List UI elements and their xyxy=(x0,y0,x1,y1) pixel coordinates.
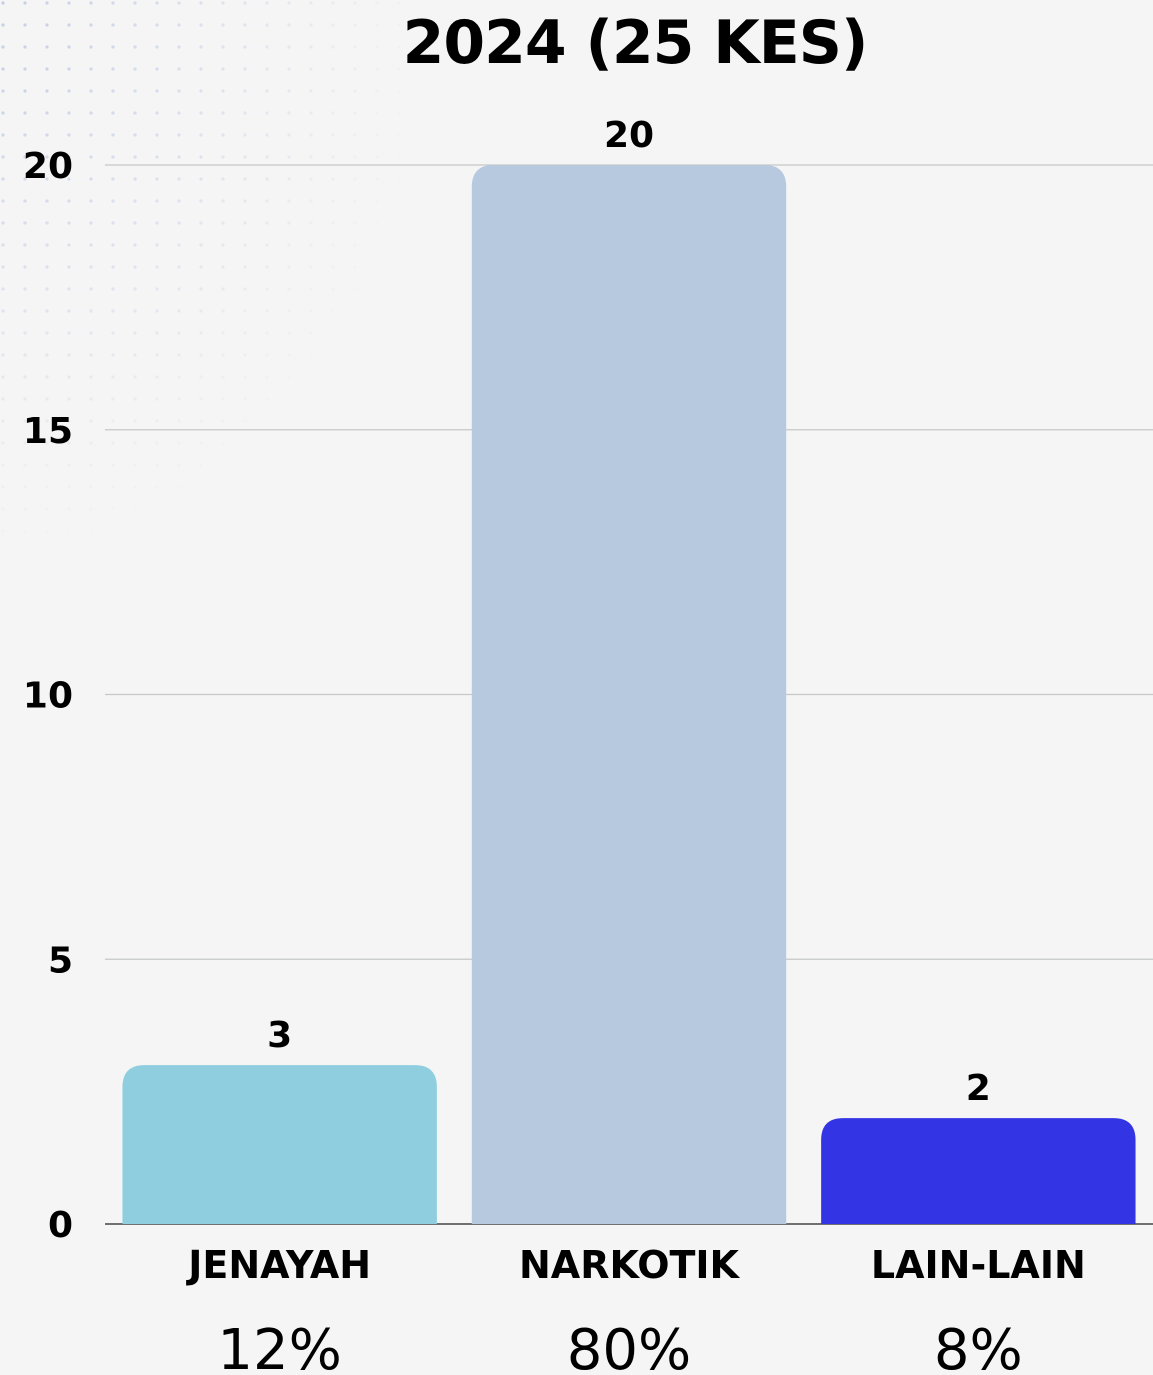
dot-pattern-decoration xyxy=(0,0,430,560)
bar-lain-lain xyxy=(821,1118,1136,1224)
percentage-label: 80% xyxy=(567,1318,691,1375)
data-label: 2 xyxy=(966,1068,991,1109)
category-label: LAIN-LAIN xyxy=(871,1243,1086,1287)
y-tick-label: 15 xyxy=(23,411,73,452)
percentage-label: 8% xyxy=(934,1318,1023,1375)
y-tick-label: 5 xyxy=(48,940,73,981)
percentage-label: 12% xyxy=(217,1318,341,1375)
data-label: 20 xyxy=(604,115,654,156)
data-label: 3 xyxy=(267,1015,292,1056)
chart-title: 2024 (25 KES) xyxy=(402,8,869,78)
bar-jenayah xyxy=(122,1065,437,1224)
category-label: JENAYAH xyxy=(185,1243,371,1287)
y-tick-label: 20 xyxy=(23,146,73,187)
bar-narkotik xyxy=(471,165,787,1224)
y-tick-label: 10 xyxy=(23,676,73,717)
y-tick-label: 0 xyxy=(48,1205,73,1246)
category-label: NARKOTIK xyxy=(519,1243,741,1287)
